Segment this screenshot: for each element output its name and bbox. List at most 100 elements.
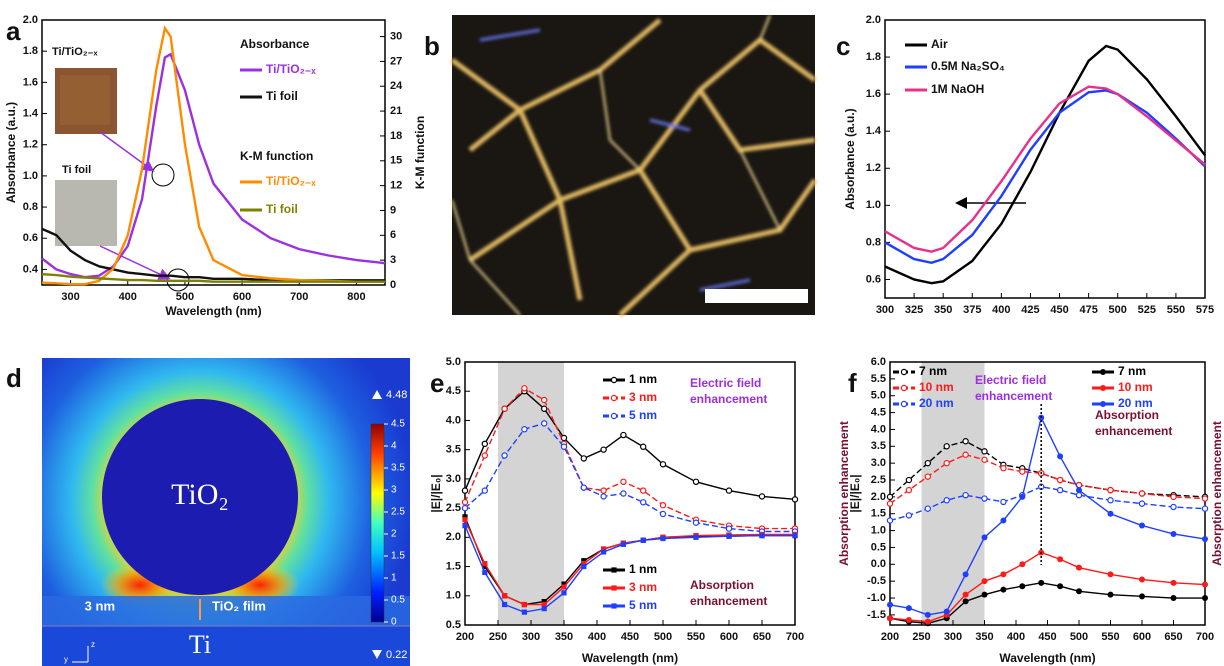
y-tick-label: 1.0 — [871, 524, 886, 536]
series-line — [464, 387, 795, 530]
legend-label: 20 nm — [1118, 396, 1153, 410]
marker — [1139, 576, 1145, 583]
marker — [962, 451, 969, 458]
marker — [981, 591, 988, 598]
legend-label: 10 nm — [1118, 380, 1153, 394]
y-tick-label: -0.5 — [867, 575, 886, 587]
marker — [943, 459, 950, 467]
marker — [924, 611, 931, 618]
marker — [581, 563, 587, 570]
marker — [725, 525, 733, 532]
marker — [481, 452, 488, 459]
x-tick-label: 700 — [1196, 631, 1214, 643]
marker — [601, 549, 607, 555]
marker — [541, 606, 547, 612]
marker — [660, 535, 666, 542]
series: Ti foil — [41, 202, 385, 283]
series: Ti/TiO₂₋ₓ — [41, 25, 385, 286]
x-tick-label: 300 — [61, 291, 79, 303]
marker — [981, 578, 988, 585]
series: Air — [884, 37, 1206, 285]
marker — [1107, 571, 1114, 578]
marker — [1107, 510, 1114, 517]
marker — [1138, 500, 1146, 507]
marker — [759, 532, 765, 539]
x-tick-label: 500 — [1109, 304, 1127, 316]
y-tick-label: -1.0 — [867, 592, 886, 604]
marker — [1076, 564, 1082, 571]
marker — [924, 505, 932, 512]
marker — [580, 484, 588, 491]
plot-frame — [41, 19, 386, 286]
x-tick-label: 425 — [1021, 304, 1039, 316]
series: 1M NaOH — [884, 82, 1206, 253]
annotation: enhancement — [690, 392, 767, 406]
marker — [1000, 517, 1007, 524]
marker — [580, 455, 588, 462]
y-tick-label: 3.0 — [446, 473, 461, 485]
marker — [792, 532, 798, 539]
legend-label: 0.5M Na₂SO₄ — [931, 59, 1005, 73]
marker — [482, 563, 488, 570]
marker — [1202, 536, 1208, 543]
y-tick-label: 5.0 — [871, 390, 886, 402]
legend-heading: Absorbance — [240, 37, 310, 51]
y-tick-label: 5.5 — [871, 373, 886, 385]
marker — [541, 420, 548, 427]
max-value: 4.48 — [386, 389, 407, 401]
y-tick-label: 0.4 — [23, 263, 39, 275]
marker — [462, 514, 468, 520]
x-tick-label: 250 — [912, 631, 930, 643]
marker — [461, 499, 469, 506]
marker — [581, 561, 587, 567]
colorbar-tick-label: 3 — [391, 485, 397, 496]
min-icon — [372, 650, 382, 659]
series: 5 nm — [461, 408, 799, 535]
y2-tick-label: 30 — [390, 30, 402, 42]
panel-label: f — [848, 368, 857, 398]
y-tick-label: 2.0 — [871, 491, 886, 503]
marker — [541, 405, 548, 412]
legend-label: 3 nm — [629, 390, 657, 404]
x-tick-label: 600 — [720, 631, 738, 643]
legend-label: 1 nm — [629, 372, 657, 386]
marker — [502, 593, 508, 599]
y-tick-label: 1.4 — [866, 125, 882, 137]
marker — [1201, 505, 1209, 512]
min-value: 0.22 — [386, 649, 407, 661]
marker — [1076, 588, 1082, 595]
y-tick-label: 2.5 — [871, 474, 886, 486]
x-tick-label: 500 — [1070, 631, 1088, 643]
marker — [791, 496, 799, 503]
marker — [1170, 579, 1177, 586]
y-tick-label: 2.0 — [866, 14, 881, 26]
x-tick-label: 200 — [456, 631, 474, 643]
marker — [1000, 465, 1007, 472]
x-tick-label: 700 — [290, 291, 308, 303]
x-tick-label: 650 — [1164, 631, 1182, 643]
marker — [640, 443, 647, 450]
marker — [758, 493, 766, 500]
marker — [1170, 493, 1177, 501]
y-tick-label: 3.5 — [446, 444, 461, 456]
y-tick-label: 0.6 — [866, 273, 881, 285]
marker — [501, 452, 508, 459]
panel-label: a — [6, 16, 21, 46]
marker — [521, 426, 528, 433]
marker — [1202, 595, 1208, 602]
marker — [725, 487, 733, 494]
panel-label: c — [836, 31, 850, 61]
marker — [905, 605, 912, 612]
marker — [640, 499, 647, 506]
y2-tick-label: 24 — [390, 80, 403, 92]
grain-boundaries — [450, 14, 818, 317]
marker — [1139, 593, 1145, 600]
y2-tick-label: 15 — [390, 155, 402, 167]
x-tick-label: 800 — [347, 291, 365, 303]
y-tick-label: 4.0 — [871, 423, 886, 435]
substrate — [42, 626, 410, 666]
marker — [693, 534, 699, 540]
marker — [943, 497, 950, 504]
y-tick-label: 0.6 — [23, 232, 38, 244]
marker — [962, 598, 969, 605]
